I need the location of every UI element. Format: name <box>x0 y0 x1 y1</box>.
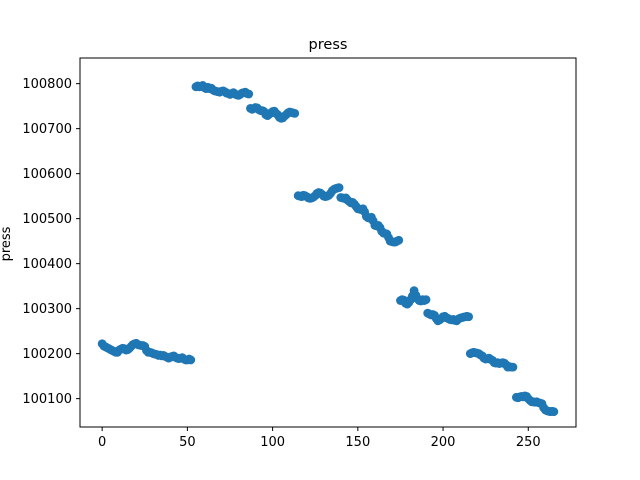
data-point <box>186 355 196 365</box>
chart-title: press <box>309 37 348 53</box>
data-point <box>549 407 559 417</box>
y-axis-ticks: 100100 100200 100300 100400 100500 100600 1007… <box>22 77 80 407</box>
y-tick-label: 100800 <box>22 77 72 92</box>
data-points <box>97 81 559 417</box>
x-tick-label: 150 <box>345 435 370 450</box>
y-axis-label: press <box>0 226 14 261</box>
y-tick-label: 100500 <box>22 212 72 227</box>
plot-frame <box>79 57 577 428</box>
data-point <box>290 108 300 118</box>
data-point <box>464 312 474 322</box>
x-axis-ticks: 0 50 100 150 200 250 <box>98 427 541 450</box>
x-tick-label: 250 <box>516 435 541 450</box>
x-tick-label: 200 <box>431 435 456 450</box>
x-tick-label: 0 <box>98 435 106 450</box>
data-point <box>421 295 431 305</box>
y-tick-label: 100400 <box>22 257 72 272</box>
y-tick-label: 100100 <box>22 392 72 407</box>
y-tick-label: 100300 <box>22 302 72 317</box>
y-tick-label: 100700 <box>22 122 72 137</box>
data-point <box>508 362 518 372</box>
x-tick-label: 100 <box>260 435 285 450</box>
data-point <box>244 89 254 99</box>
y-tick-label: 100200 <box>22 347 72 362</box>
data-point <box>334 183 344 193</box>
x-tick-label: 50 <box>179 435 196 450</box>
data-point <box>394 235 404 245</box>
y-tick-label: 100600 <box>22 167 72 182</box>
